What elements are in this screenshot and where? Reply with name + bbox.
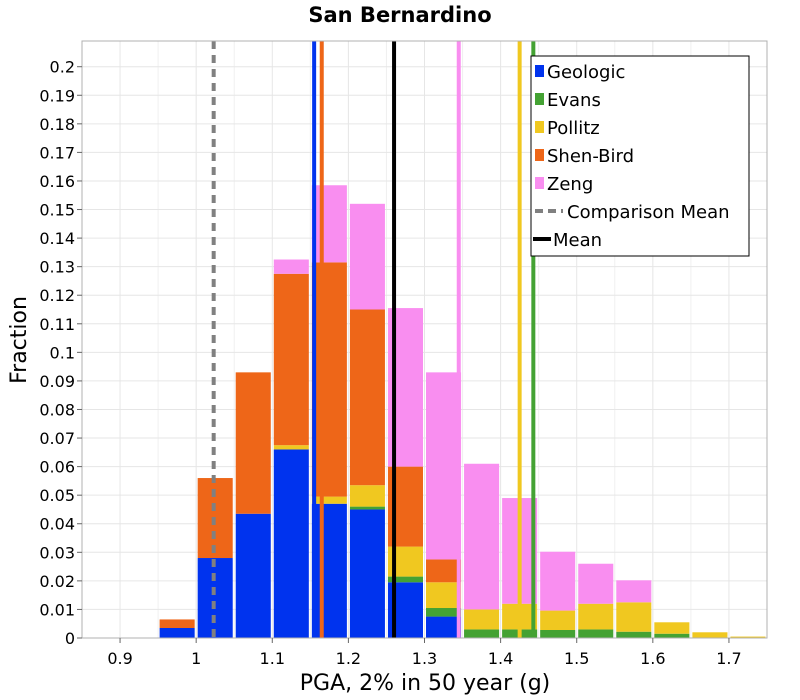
x-axis-ticks: 0.9 1 1.1 1.2 1.3 1.4 1.5 1.6 1.7 <box>107 638 742 668</box>
x-tick-label: 1.6 <box>640 649 665 668</box>
bar-pollitz <box>273 445 309 450</box>
bar-shen-bird <box>273 273 309 446</box>
x-tick-label: 1.4 <box>488 649 513 668</box>
legend-swatch-shen-bird <box>535 149 544 161</box>
bar-shen-bird <box>426 559 462 583</box>
bar-geologic <box>197 558 233 638</box>
bar-evans <box>464 629 500 638</box>
bar-zeng <box>273 259 309 274</box>
bar-zeng <box>349 203 385 310</box>
legend-label-mean: Mean <box>553 230 602 251</box>
bar-evans <box>387 576 423 583</box>
bar-geologic <box>159 628 195 638</box>
legend-label-shen-bird: Shen-Bird <box>547 146 634 167</box>
legend: Geologic Evans Pollitz Shen-Bird Zeng Compari… <box>530 55 750 257</box>
x-tick-label: 0.9 <box>107 649 132 668</box>
y-tick-label: 0.14 <box>39 229 75 248</box>
bar-pollitz <box>692 632 728 638</box>
legend-box <box>530 55 750 257</box>
bar-evans <box>349 506 385 510</box>
bar-evans <box>654 633 690 638</box>
y-tick-label: 0.12 <box>39 286 75 305</box>
x-tick-label: 1.1 <box>260 649 285 668</box>
x-axis-title: PGA, 2% in 50 year (g) <box>300 671 551 696</box>
bar-geologic <box>235 513 271 638</box>
bar-evans <box>426 608 462 617</box>
y-tick-label: 0.15 <box>39 201 75 220</box>
bar-geologic <box>273 449 309 638</box>
x-tick-label: 1 <box>191 649 201 668</box>
bar-shen-bird <box>235 372 271 514</box>
y-tick-label: 0.01 <box>39 600 75 619</box>
bar-zeng <box>578 563 614 604</box>
y-tick-label: 0.09 <box>39 372 75 391</box>
x-tick-label: 1.3 <box>412 649 437 668</box>
bar-zeng <box>426 372 462 560</box>
legend-swatch-pollitz <box>535 121 544 133</box>
x-tick-label: 1.7 <box>716 649 741 668</box>
legend-label-comparison-mean: Comparison Mean <box>567 202 730 223</box>
legend-swatch-zeng <box>535 177 544 189</box>
bar-zeng <box>616 580 652 603</box>
y-tick-label: 0.16 <box>39 172 75 191</box>
y-tick-label: 0.05 <box>39 486 75 505</box>
bar-zeng <box>540 551 576 611</box>
bar-pollitz <box>311 496 347 504</box>
y-tick-label: 0.03 <box>39 543 75 562</box>
y-tick-label: 0.2 <box>50 58 75 77</box>
y-tick-label: 0.02 <box>39 572 75 591</box>
y-tick-label: 0.19 <box>39 86 75 105</box>
bar-zeng <box>311 185 347 263</box>
bar-shen-bird <box>159 619 195 629</box>
mean-lines <box>211 41 536 638</box>
y-tick-label: 0 <box>65 629 75 648</box>
bar-pollitz <box>464 609 500 630</box>
legend-label-zeng: Zeng <box>547 174 593 195</box>
y-tick-label: 0.18 <box>39 115 75 134</box>
y-tick-label: 0.06 <box>39 458 75 477</box>
bar-geologic <box>349 509 385 638</box>
bar-pollitz <box>426 582 462 609</box>
bar-pollitz <box>616 602 652 632</box>
bars <box>159 185 766 638</box>
y-axis-ticks: 0 0.01 0.02 0.03 0.04 0.05 0.06 0.07 0.08 0.09 0.1… <box>39 58 82 648</box>
y-tick-label: 0.13 <box>39 258 75 277</box>
bar-evans <box>616 631 652 638</box>
bar-geologic <box>426 616 462 638</box>
bar-pollitz <box>730 636 766 638</box>
bar-geologic <box>311 503 347 638</box>
bar-evans <box>540 630 576 638</box>
y-axis-title: Fraction <box>7 296 32 384</box>
x-tick-label: 1.2 <box>336 649 361 668</box>
y-tick-label: 0.04 <box>39 515 75 534</box>
legend-label-pollitz: Pollitz <box>547 118 600 139</box>
bar-shen-bird <box>349 309 385 486</box>
bar-pollitz <box>540 610 576 631</box>
chart-title: San Bernardino <box>308 3 491 27</box>
legend-label-evans: Evans <box>547 90 601 111</box>
y-tick-label: 0.11 <box>39 315 75 334</box>
legend-label-geologic: Geologic <box>547 62 625 83</box>
x-tick-label: 1.5 <box>564 649 589 668</box>
y-tick-label: 0.08 <box>39 400 75 419</box>
y-tick-label: 0.1 <box>50 343 75 362</box>
bar-pollitz <box>578 603 614 630</box>
y-tick-label: 0.17 <box>39 143 75 162</box>
legend-swatch-geologic <box>535 65 544 77</box>
bar-pollitz <box>654 622 690 634</box>
legend-swatch-evans <box>535 93 544 105</box>
bar-zeng <box>464 463 500 610</box>
bar-evans <box>578 629 614 638</box>
bar-pollitz <box>349 485 385 507</box>
y-tick-label: 0.07 <box>39 429 75 448</box>
bar-shen-bird <box>311 262 347 497</box>
